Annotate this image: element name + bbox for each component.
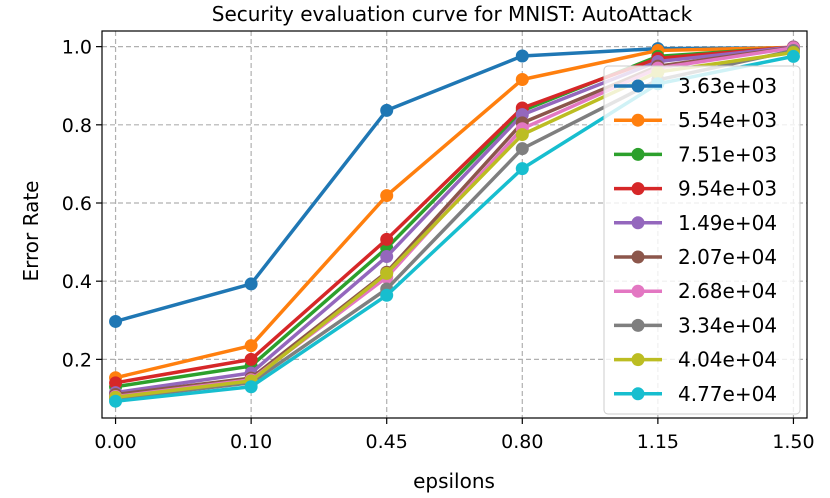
legend-label: 2.68e+04 [678,279,777,303]
data-point [515,49,529,63]
legend-label: 3.34e+04 [678,313,777,337]
x-tick-label: 0.00 [94,431,136,453]
legend-marker [631,113,645,127]
data-point [380,250,394,264]
series-layer [109,40,800,408]
legend-label: 4.04e+04 [678,348,777,372]
chart-title: Security evaluation curve for MNIST: Aut… [212,2,693,26]
data-point [380,232,394,246]
legend-label: 9.54e+03 [678,177,777,201]
x-tick-label: 1.50 [772,431,814,453]
data-point [515,128,529,142]
legend-marker [631,353,645,367]
legend-label: 7.51e+03 [678,142,777,166]
legend-marker [631,284,645,298]
data-point [109,314,123,328]
y-tick-label: 0.8 [62,115,92,137]
data-point [380,266,394,280]
legend-marker [631,387,645,401]
legend-label: 3.63e+03 [678,74,777,98]
data-point [515,142,529,156]
data-point [515,72,529,86]
x-tick-label: 0.80 [501,431,543,453]
data-point [380,189,394,203]
data-point [380,288,394,302]
data-point [380,103,394,117]
data-point [109,376,123,390]
legend-label: 1.49e+04 [678,211,777,235]
x-tick-label: 0.10 [230,431,272,453]
data-point [244,339,258,353]
y-axis-title: Error Rate [19,181,43,282]
legend-label: 2.07e+04 [678,245,777,269]
plot-frame [101,30,808,419]
data-point [109,394,123,408]
data-point [786,49,800,63]
y-tick-label: 0.6 [62,193,92,215]
legend-marker [631,216,645,230]
data-point [244,380,258,394]
series-line [115,45,794,395]
legend-label: 4.77e+04 [678,382,777,406]
legend-marker [631,182,645,196]
legend-marker [631,318,645,332]
data-point [244,352,258,366]
series-line [115,45,794,385]
series-line [115,45,794,380]
legend-marker [631,147,645,161]
y-tick-label: 0.4 [62,271,92,293]
y-tick-label: 1.0 [62,37,92,59]
data-point [515,162,529,176]
y-tick-label: 0.2 [62,349,92,371]
legend-marker [631,79,645,93]
legend-marker [631,250,645,264]
x-tick-label: 0.45 [366,431,408,453]
x-tick-label: 1.15 [637,431,679,453]
legend: 3.63e+03 5.54e+03 7.51e+03 9.54e+03 1.49e+04… [603,65,801,415]
data-point [244,277,258,291]
x-axis-title: epsilons [413,469,495,493]
legend-label: 5.54e+03 [678,108,777,132]
axes: 0.00 0.10 0.45 0.80 1.15 1.50 0.2 0.4 0.6 0.8 1.0 [62,30,815,453]
